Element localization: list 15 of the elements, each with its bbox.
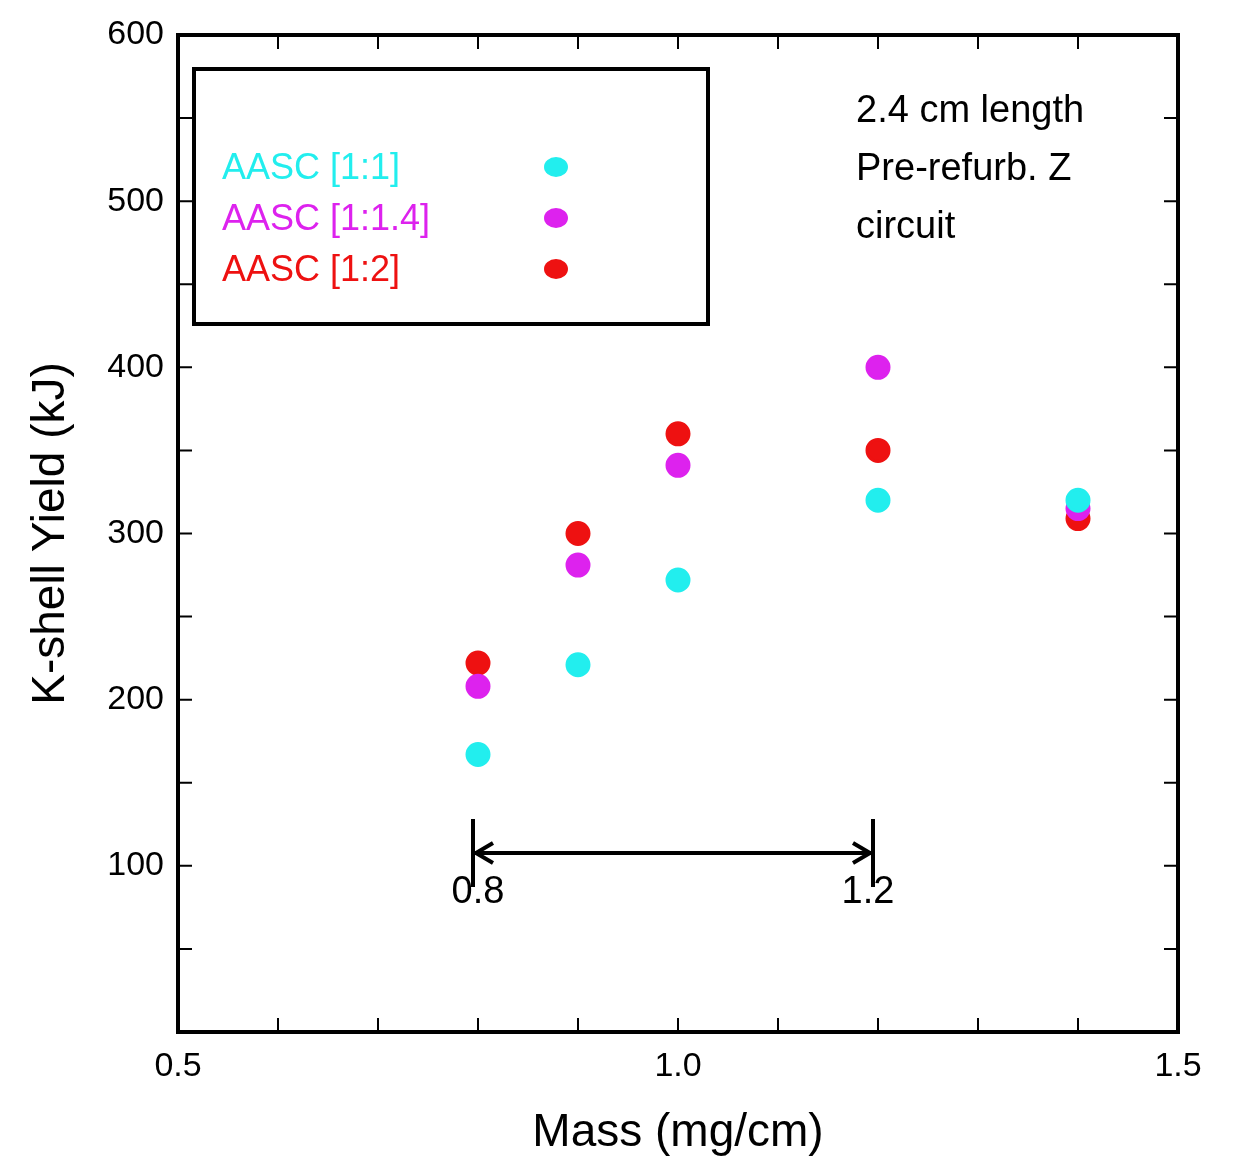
y-tick-label: 500	[107, 179, 164, 218]
annotation: 1.2	[841, 869, 895, 912]
legend: AASC [1:1] AASC [1:1.4] AASC [1:2]	[192, 67, 710, 326]
y-tick-label: 300	[107, 511, 164, 550]
text: 1.0	[654, 1044, 702, 1083]
annotation: 0.8	[451, 869, 505, 912]
annotation: 2.4 cm length Pre-refurb. Z circuit	[856, 88, 1085, 247]
y-tick-label: 200	[107, 678, 164, 717]
y-tick-label: 100	[107, 844, 164, 883]
y-tick-label: 400	[107, 345, 164, 384]
x-axis-title: Mass (mg/cm)	[532, 1104, 824, 1157]
y-axis-title: K-shell Yield (kJ)	[22, 362, 75, 705]
x-tick-label: 1.5	[1154, 1044, 1202, 1083]
y-tick-label: 600	[107, 13, 164, 52]
x-tick-label: 0.5	[154, 1044, 202, 1083]
